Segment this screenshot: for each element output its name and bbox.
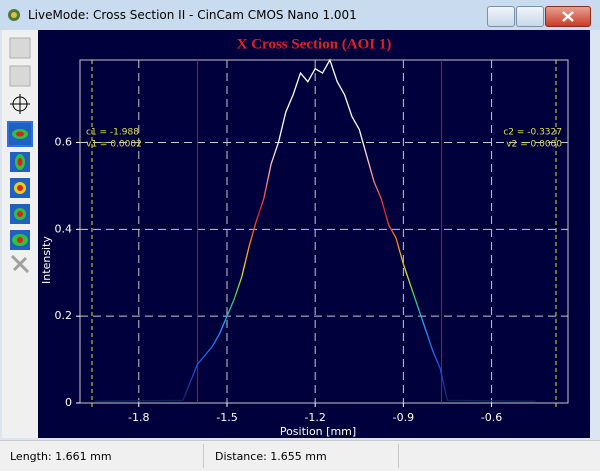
status-distance: Distance: 1.655 mm — [215, 450, 327, 463]
status-bar: Length: 1.661 mm Distance: 1.655 mm — [0, 440, 600, 471]
y-tick-label: 0.2 — [55, 309, 73, 322]
cursor-readout: c1 = -1.988 — [86, 128, 139, 138]
tool-icon[interactable] — [10, 152, 30, 172]
window-title: LiveMode: Cross Section II - CinCam CMOS… — [28, 8, 357, 22]
tool-icon[interactable] — [10, 230, 30, 250]
y-tick-label: 0.6 — [55, 135, 73, 148]
status-length: Length: 1.661 mm — [10, 450, 112, 463]
tool-icon[interactable] — [10, 178, 30, 198]
tool-icon[interactable] — [10, 204, 30, 224]
toolbar — [2, 30, 38, 438]
title-bar: LiveMode: Cross Section II - CinCam CMOS… — [0, 0, 600, 30]
tool-icon[interactable] — [7, 121, 33, 147]
x-tick-label: -1.5 — [216, 411, 237, 424]
x-axis-label: Position [mm] — [280, 425, 356, 438]
maximize-button[interactable] — [516, 6, 544, 27]
plot-background — [38, 30, 590, 438]
minimize-button[interactable] — [487, 6, 515, 27]
y-tick-label: 0 — [65, 396, 72, 409]
cursor-readout: c2 = -0.3327 — [503, 128, 562, 138]
cursor-readout: v2 = 0.0000 — [506, 140, 562, 150]
app-icon — [8, 9, 20, 21]
toolbar-icons — [7, 37, 33, 274]
y-axis-label: Intensity — [40, 236, 53, 284]
separator — [203, 444, 204, 468]
tool-icon[interactable] — [10, 94, 30, 114]
intensity-profile — [94, 58, 536, 402]
x-tick-label: -0.9 — [393, 411, 414, 424]
x-tick-label: -1.8 — [128, 411, 149, 424]
x-tick-label: -1.2 — [304, 411, 325, 424]
chart-title: X Cross Section (AOI 1) — [237, 36, 392, 52]
tool-icon[interactable] — [10, 254, 30, 274]
tool-icon[interactable] — [9, 37, 31, 59]
x-tick-label: -0.6 — [481, 411, 502, 424]
plot-frame — [79, 59, 569, 404]
y-tick-label: 0.4 — [55, 222, 73, 235]
tool-icon[interactable] — [9, 65, 31, 87]
chart: X Cross Section (AOI 1) Position [mm] In… — [38, 30, 590, 438]
cursor-readout: v1 = 0.0002 — [86, 140, 142, 150]
separator — [398, 444, 399, 468]
close-button[interactable] — [545, 6, 591, 27]
